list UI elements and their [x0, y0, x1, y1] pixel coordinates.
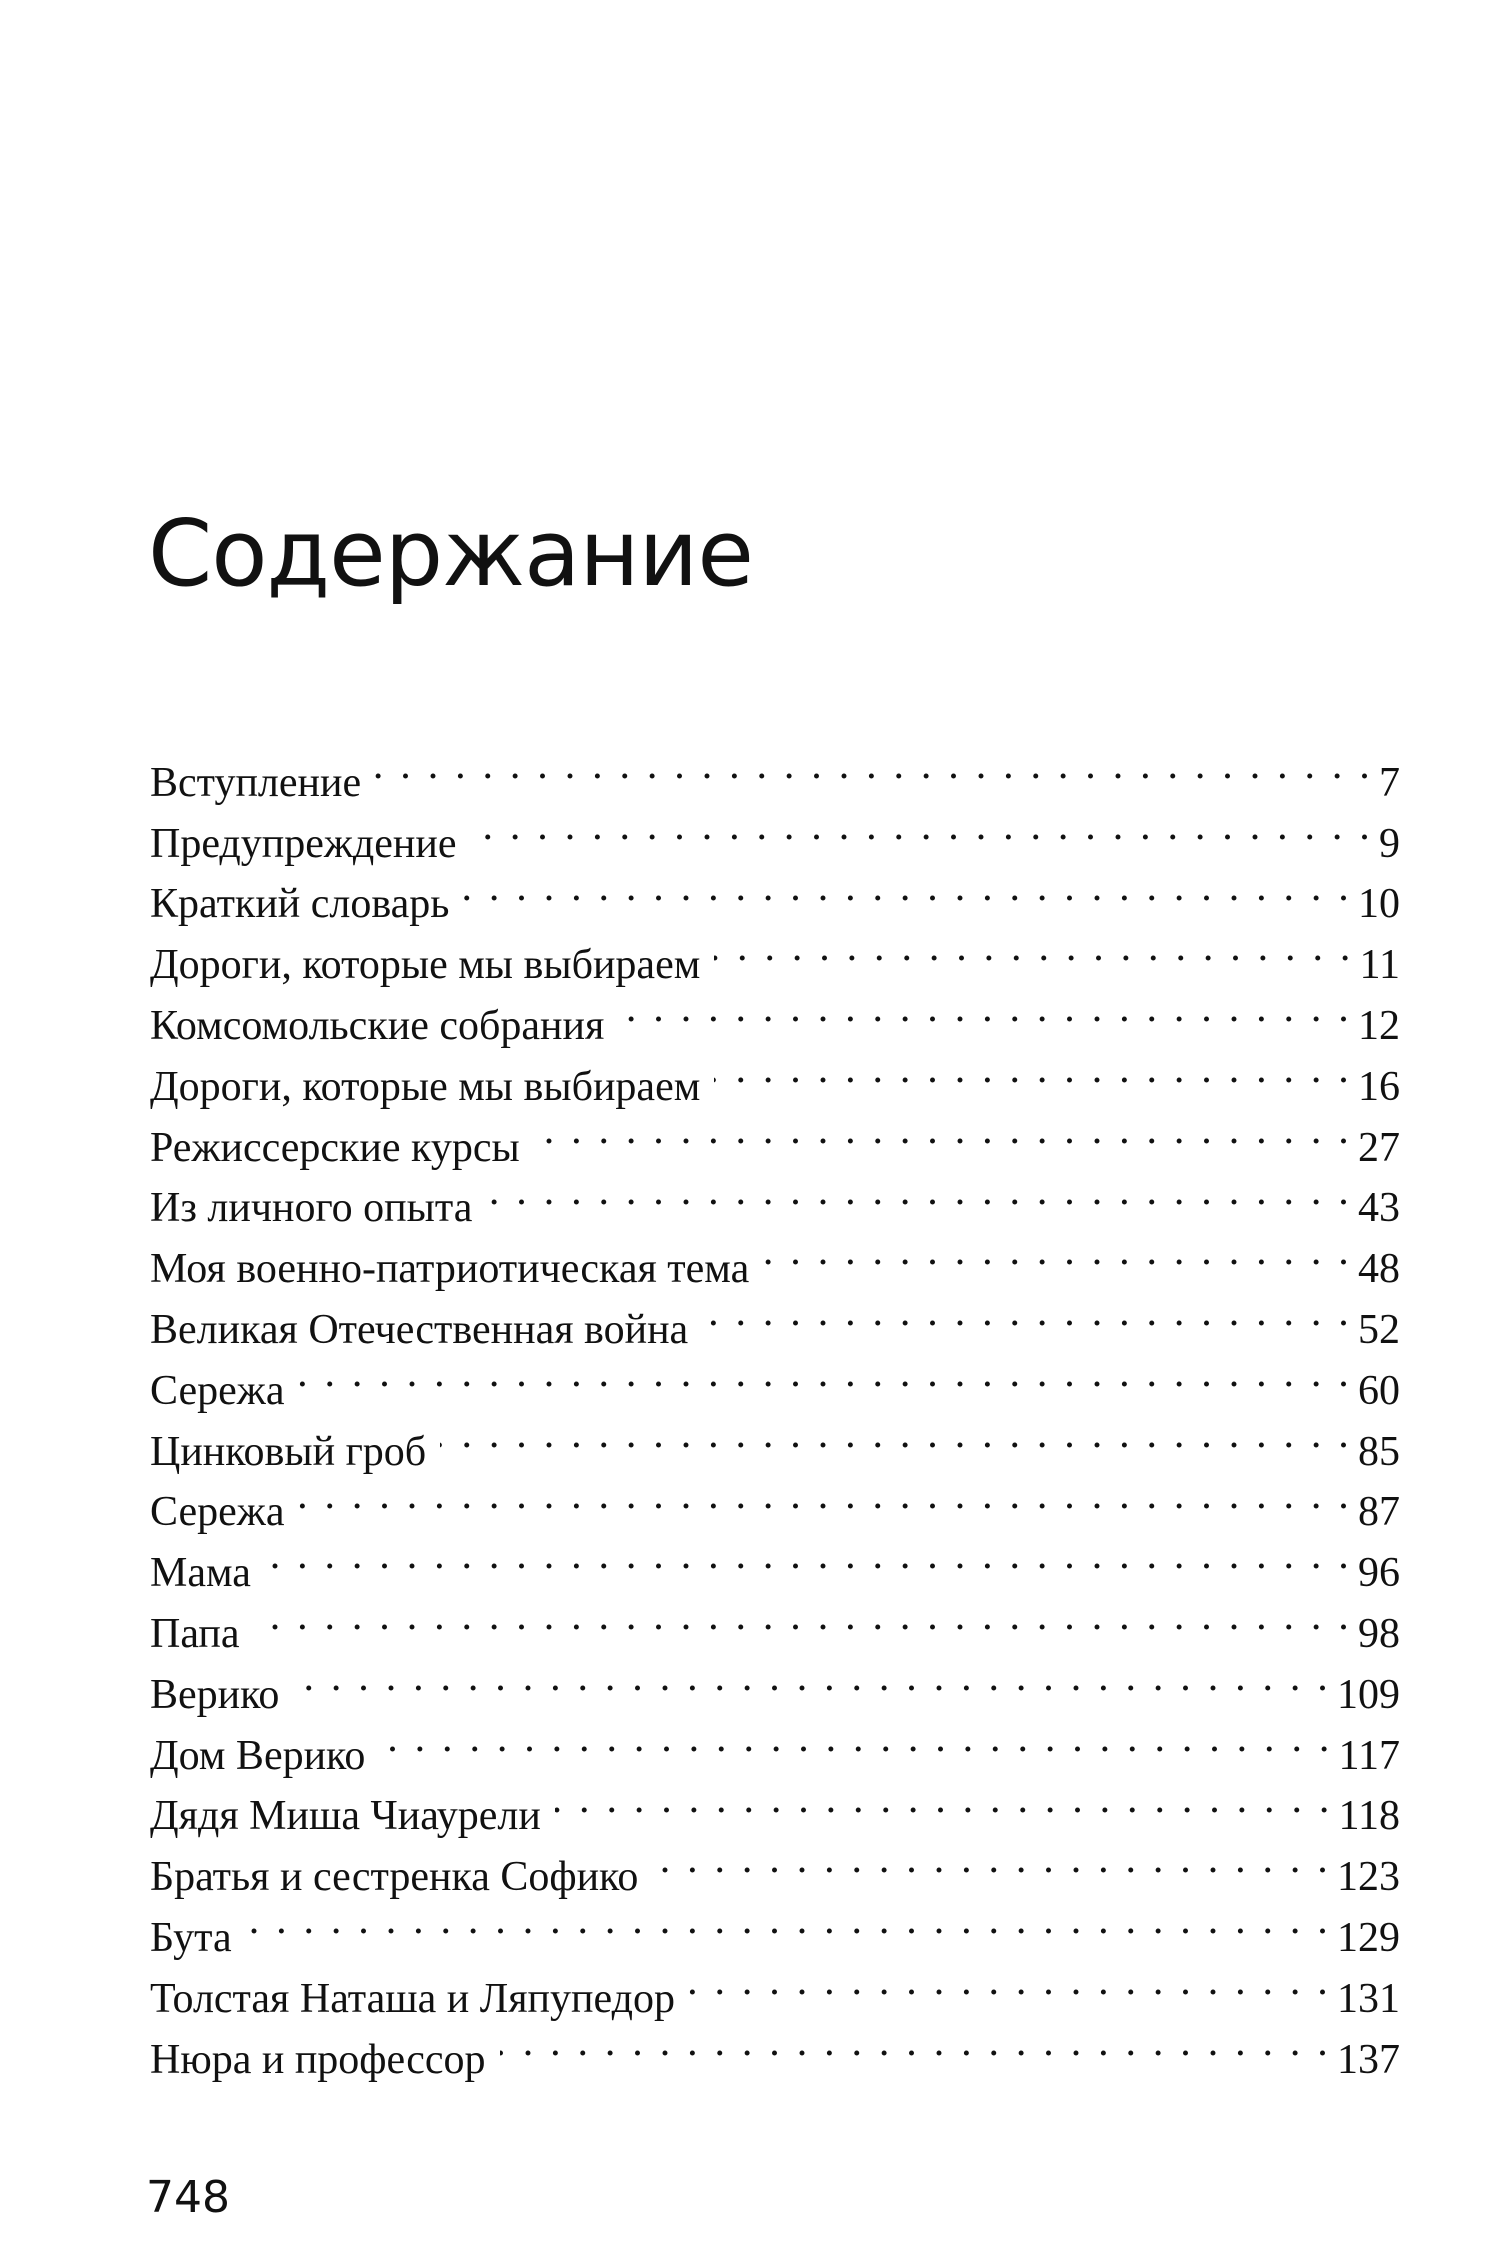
toc-entry-title: Комсомольские собрания	[150, 1002, 605, 1049]
toc-entry: Из личного опыта 43	[150, 1161, 1400, 1232]
table-of-contents: Вступление7Предупреждение9Краткий словар…	[150, 735, 1400, 2083]
toc-entry: Дядя Миша Чиаурели 118	[150, 1769, 1400, 1840]
leader-dots	[379, 1708, 1332, 1769]
leader-dots	[440, 1404, 1352, 1465]
toc-entry-title: Из личного опыта	[150, 1185, 473, 1232]
toc-entry-page: 123	[1337, 1854, 1400, 1901]
toc-entry: Дороги, которые мы выбираем 11	[150, 917, 1400, 988]
toc-entry-title: Нюра и профессор	[150, 2036, 486, 2083]
toc-entry-title: Дядя Миша Чиаурели	[150, 1793, 541, 1840]
toc-entry-page: 7	[1379, 759, 1400, 806]
toc-entry: Братья и сестренка Софико123	[150, 1829, 1400, 1900]
page-title: Содержание	[148, 500, 754, 607]
leader-dots	[375, 735, 1373, 796]
leader-dots	[714, 1039, 1352, 1100]
leader-dots	[298, 1343, 1352, 1404]
leader-dots	[265, 1525, 1352, 1586]
leader-dots	[471, 796, 1373, 857]
toc-entry-title: Предупреждение	[150, 820, 457, 867]
toc-entry: Сережа 87	[150, 1465, 1400, 1536]
leader-dots	[714, 917, 1353, 978]
toc-entry-page: 16	[1358, 1063, 1400, 1110]
leader-dots	[463, 857, 1352, 918]
toc-entry: Цинковый гроб85	[150, 1404, 1400, 1475]
leader-dots	[298, 1465, 1352, 1526]
toc-entry-page: 43	[1358, 1185, 1400, 1232]
toc-entry: Дом Верико 117	[150, 1708, 1400, 1779]
toc-entry-page: 118	[1338, 1793, 1400, 1840]
toc-entry-title: Режиссерские курсы	[150, 1124, 520, 1171]
toc-entry: Режиссерские курсы 27	[150, 1100, 1400, 1171]
page-number: 748	[146, 2172, 230, 2223]
toc-entry-page: 117	[1338, 1732, 1400, 1779]
toc-entry-page: 52	[1358, 1306, 1400, 1353]
leader-dots	[246, 1890, 1331, 1951]
toc-entry-page: 87	[1358, 1489, 1400, 1536]
toc-entry-page: 109	[1337, 1671, 1400, 1718]
toc-entry-page: 137	[1337, 2036, 1400, 2083]
toc-entry: Дороги, которые мы выбираем16	[150, 1039, 1400, 1110]
toc-entry-title: Дороги, которые мы выбираем	[150, 942, 701, 989]
toc-entry-title: Моя военно-патриотическая тема	[150, 1246, 750, 1293]
toc-entry-page: 98	[1358, 1610, 1400, 1657]
toc-entry-page: 10	[1358, 881, 1400, 928]
leader-dots	[763, 1221, 1352, 1282]
toc-entry: Толстая Наташа и Ляпупедор131	[150, 1951, 1400, 2022]
toc-entry: Комсомольские собрания 12	[150, 978, 1400, 1049]
leader-dots	[618, 978, 1352, 1039]
toc-entry: Нюра и профессор 137	[150, 2012, 1400, 2083]
toc-entry-page: 96	[1358, 1550, 1400, 1597]
toc-entry-page: 85	[1358, 1428, 1400, 1475]
toc-entry-title: Вступление	[150, 759, 362, 806]
toc-entry: Мама 96	[150, 1525, 1400, 1596]
leader-dots	[534, 1100, 1352, 1161]
leader-dots	[486, 1161, 1352, 1222]
toc-entry: Краткий словарь 10	[150, 857, 1400, 928]
toc-entry-title: Бута	[150, 1914, 232, 1961]
toc-entry: Папа 98	[150, 1586, 1400, 1657]
toc-entry-page: 12	[1358, 1002, 1400, 1049]
toc-entry-title: Верико	[150, 1671, 280, 1718]
toc-entry: Верико 109	[150, 1647, 1400, 1718]
toc-entry-title: Дом Верико	[150, 1732, 366, 1779]
toc-entry-page: 129	[1337, 1914, 1400, 1961]
toc-entry: Сережа 60	[150, 1343, 1400, 1414]
toc-entry-page: 48	[1358, 1246, 1400, 1293]
toc-entry-page: 11	[1359, 942, 1400, 989]
toc-entry-page: 9	[1379, 820, 1400, 867]
leader-dots	[652, 1829, 1331, 1890]
toc-entry-title: Сережа	[150, 1489, 285, 1536]
toc-entry: Моя военно-патриотическая тема 48	[150, 1221, 1400, 1292]
toc-entry-page: 60	[1358, 1367, 1400, 1414]
leader-dots	[254, 1586, 1352, 1647]
toc-entry-title: Папа	[150, 1610, 240, 1657]
toc-entry-title: Сережа	[150, 1367, 285, 1414]
toc-entry: Вступление 7	[150, 735, 1400, 806]
leader-dots	[689, 1951, 1331, 2012]
leader-dots	[293, 1647, 1331, 1708]
toc-entry: Предупреждение 9	[150, 796, 1400, 867]
toc-entry-title: Краткий словарь	[150, 881, 450, 928]
leader-dots	[702, 1282, 1352, 1343]
toc-entry-page: 131	[1337, 1975, 1400, 2022]
leader-dots	[555, 1769, 1333, 1830]
toc-entry: Бута 129	[150, 1890, 1400, 1961]
leader-dots	[500, 2012, 1332, 2073]
toc-entry-page: 27	[1358, 1124, 1400, 1171]
toc-entry-title: Мама	[150, 1550, 251, 1597]
